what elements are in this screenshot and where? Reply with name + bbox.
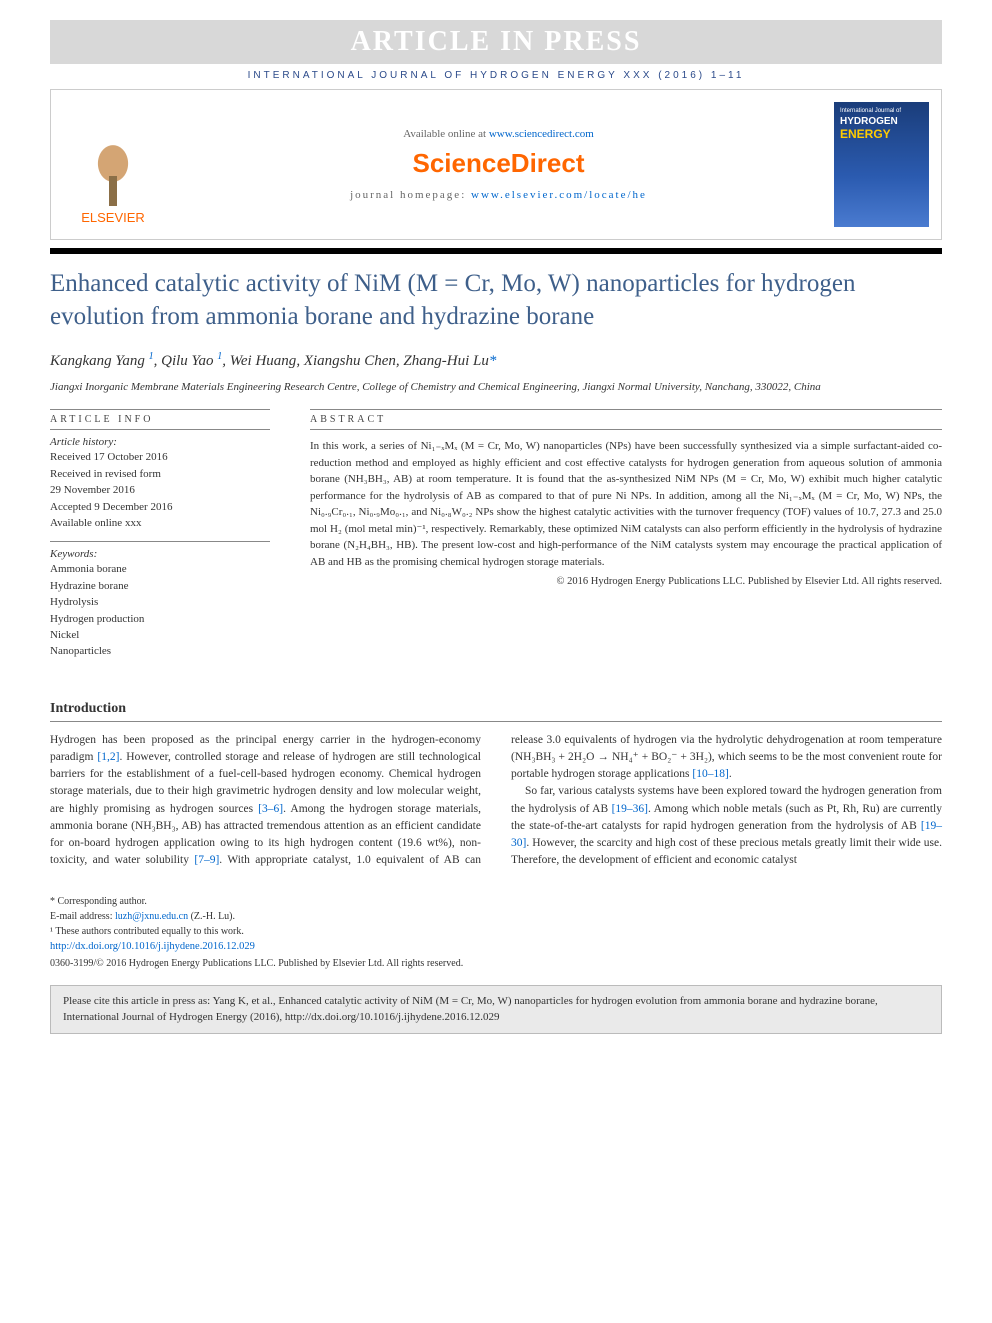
ref-link-10-18[interactable]: [10–18] — [692, 768, 728, 780]
center-header: Available online at www.sciencedirect.co… — [163, 128, 834, 201]
email-suffix: (Z.-H. Lu). — [188, 911, 235, 922]
journal-cover: International Journal of HYDROGEN ENERGY — [834, 102, 929, 227]
received-date: Received 17 October 2016 — [50, 450, 270, 465]
article-in-press-banner: ARTICLE IN PRESS — [50, 20, 942, 64]
keyword-4: Hydrogen production — [50, 612, 270, 627]
keyword-1: Ammonia borane — [50, 562, 270, 577]
author-1-sup: 1 — [149, 351, 154, 362]
p3-text-c: . However, the scarcity and high cost of… — [511, 837, 942, 866]
keyword-6: Nanoparticles — [50, 644, 270, 659]
abstract-copyright: © 2016 Hydrogen Energy Publications LLC.… — [310, 576, 942, 587]
info-divider — [50, 541, 270, 542]
available-online: Available online at www.sciencedirect.co… — [163, 128, 834, 140]
accepted-date: Accepted 9 December 2016 — [50, 500, 270, 515]
article-info-title: ARTICLE INFO — [50, 409, 270, 430]
email-label: E-mail address: — [50, 911, 115, 922]
email-line: E-mail address: luzh@jxnu.edu.cn (Z.-H. … — [50, 909, 942, 924]
keyword-2: Hydrazine borane — [50, 579, 270, 594]
body-text-columns: Hydrogen has been proposed as the princi… — [50, 732, 942, 870]
elsevier-logo: ELSEVIER — [63, 105, 163, 225]
keywords-title: Keywords: — [50, 548, 270, 560]
email-link[interactable]: luzh@jxnu.edu.cn — [115, 911, 188, 922]
footnotes: * Corresponding author. E-mail address: … — [50, 894, 942, 972]
introduction-section: Introduction Hydrogen has been proposed … — [50, 701, 942, 870]
homepage-prefix: journal homepage: — [350, 189, 471, 201]
black-divider-bar — [50, 248, 942, 254]
elsevier-text: ELSEVIER — [81, 210, 145, 225]
elsevier-tree-icon — [78, 121, 148, 206]
cover-journal-name: International Journal of — [840, 108, 923, 114]
author-4: Xiangshu Chen — [304, 353, 396, 369]
intro-p3: So far, various catalysts systems have b… — [511, 783, 942, 869]
revised-line1: Received in revised form — [50, 467, 270, 482]
author-1: Kangkang Yang — [50, 353, 145, 369]
abstract-title: ABSTRACT — [310, 409, 942, 430]
ref-link-1-2[interactable]: [1,2] — [97, 751, 119, 763]
sciencedirect-url-link[interactable]: www.sciencedirect.com — [489, 128, 594, 140]
homepage-link[interactable]: www.elsevier.com/locate/he — [471, 189, 647, 201]
sciencedirect-logo: ScienceDirect — [163, 148, 834, 179]
author-2-sup: 1 — [217, 351, 222, 362]
article-title: Enhanced catalytic activity of NiM (M = … — [50, 268, 942, 333]
author-3: Wei Huang — [230, 353, 297, 369]
corresponding-star: * — [489, 353, 497, 369]
author-5: Zhang-Hui Lu — [403, 353, 488, 369]
p2-text-c: . — [729, 768, 732, 780]
ref-link-19-36[interactable]: [19–36] — [612, 803, 648, 815]
journal-homepage: journal homepage: www.elsevier.com/locat… — [163, 189, 834, 201]
introduction-title: Introduction — [50, 701, 942, 722]
ref-link-7-9[interactable]: [7–9] — [194, 854, 219, 866]
ref-link-3-6[interactable]: [3–6] — [258, 803, 283, 815]
available-prefix: Available online at — [403, 128, 489, 140]
abstract-column: ABSTRACT In this work, a series of Ni₁₋ₓ… — [310, 409, 942, 660]
available-date: Available online xxx — [50, 516, 270, 531]
keyword-3: Hydrolysis — [50, 595, 270, 610]
revised-line2: 29 November 2016 — [50, 483, 270, 498]
journal-header-line: INTERNATIONAL JOURNAL OF HYDROGEN ENERGY… — [50, 70, 942, 81]
affiliation: Jiangxi Inorganic Membrane Materials Eng… — [50, 380, 942, 395]
cover-hydrogen: HYDROGEN — [840, 116, 923, 127]
article-info-column: ARTICLE INFO Article history: Received 1… — [50, 409, 270, 660]
contribution-note: ¹ These authors contributed equally to t… — [50, 924, 942, 939]
doi-link[interactable]: http://dx.doi.org/10.1016/j.ijhydene.201… — [50, 941, 255, 952]
citation-box: Please cite this article in press as: Ya… — [50, 985, 942, 1034]
abstract-text: In this work, a series of Ni₁₋ₓMₓ (M = C… — [310, 438, 942, 570]
keyword-5: Nickel — [50, 628, 270, 643]
corresponding-author-note: * Corresponding author. — [50, 894, 942, 909]
author-2: Qilu Yao — [161, 353, 213, 369]
header-box: ELSEVIER Available online at www.science… — [50, 89, 942, 240]
authors-line: Kangkang Yang 1, Qilu Yao 1, Wei Huang, … — [50, 351, 942, 370]
history-title: Article history: — [50, 436, 270, 448]
bottom-copyright: 0360-3199/© 2016 Hydrogen Energy Publica… — [50, 956, 942, 971]
cover-energy: ENERGY — [840, 127, 923, 141]
